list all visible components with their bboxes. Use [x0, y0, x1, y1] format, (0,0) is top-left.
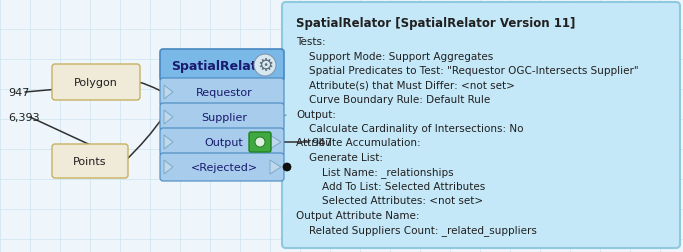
Text: Polygon: Polygon: [74, 78, 118, 88]
Text: Spatial Predicates to Test: "Requestor OGC-Intersects Supplier": Spatial Predicates to Test: "Requestor O…: [296, 66, 639, 76]
Text: Requestor: Requestor: [195, 88, 253, 98]
FancyBboxPatch shape: [160, 104, 284, 132]
Text: Support Mode: Support Aggregates: Support Mode: Support Aggregates: [296, 51, 493, 61]
Text: SpatialRelator [SpatialRelator Version 11]: SpatialRelator [SpatialRelator Version 1…: [296, 16, 575, 29]
FancyBboxPatch shape: [282, 3, 680, 248]
FancyBboxPatch shape: [160, 153, 284, 181]
Text: Tests:: Tests:: [296, 37, 326, 47]
FancyBboxPatch shape: [160, 79, 284, 107]
Text: Output:: Output:: [296, 109, 336, 119]
FancyBboxPatch shape: [160, 50, 284, 82]
Text: Add To List: Selected Attributes: Add To List: Selected Attributes: [296, 181, 485, 191]
FancyBboxPatch shape: [249, 133, 271, 152]
Text: Output: Output: [205, 137, 243, 147]
Polygon shape: [270, 160, 281, 174]
Text: 947: 947: [311, 137, 333, 147]
FancyBboxPatch shape: [52, 65, 140, 101]
Text: Points: Points: [73, 156, 107, 166]
Circle shape: [283, 163, 291, 171]
FancyBboxPatch shape: [160, 129, 284, 156]
Polygon shape: [164, 111, 173, 124]
Text: 6,393: 6,393: [8, 113, 40, 122]
Text: Attribute(s) that Must Differ: <not set>: Attribute(s) that Must Differ: <not set>: [296, 80, 515, 90]
Text: ⚙: ⚙: [257, 57, 273, 75]
Text: Attribute Accumulation:: Attribute Accumulation:: [296, 138, 421, 148]
Polygon shape: [164, 136, 173, 149]
Text: Generate List:: Generate List:: [296, 152, 383, 162]
Text: Supplier: Supplier: [201, 113, 247, 122]
Text: Related Suppliers Count: _related_suppliers: Related Suppliers Count: _related_suppli…: [296, 225, 537, 235]
Text: Curve Boundary Rule: Default Rule: Curve Boundary Rule: Default Rule: [296, 94, 490, 105]
Text: Calculate Cardinality of Intersections: No: Calculate Cardinality of Intersections: …: [296, 123, 523, 134]
Polygon shape: [164, 86, 173, 100]
Text: SpatialRelator: SpatialRelator: [171, 59, 271, 72]
Circle shape: [255, 137, 265, 147]
Text: Output Attribute Name:: Output Attribute Name:: [296, 210, 419, 220]
Text: 947: 947: [8, 88, 29, 98]
Text: Selected Attributes: <not set>: Selected Attributes: <not set>: [296, 196, 483, 206]
Circle shape: [254, 55, 276, 77]
Text: <Rejected>: <Rejected>: [191, 162, 257, 172]
FancyBboxPatch shape: [52, 144, 128, 178]
Polygon shape: [270, 136, 281, 149]
Polygon shape: [164, 160, 173, 174]
Text: List Name: _relationships: List Name: _relationships: [296, 167, 454, 178]
